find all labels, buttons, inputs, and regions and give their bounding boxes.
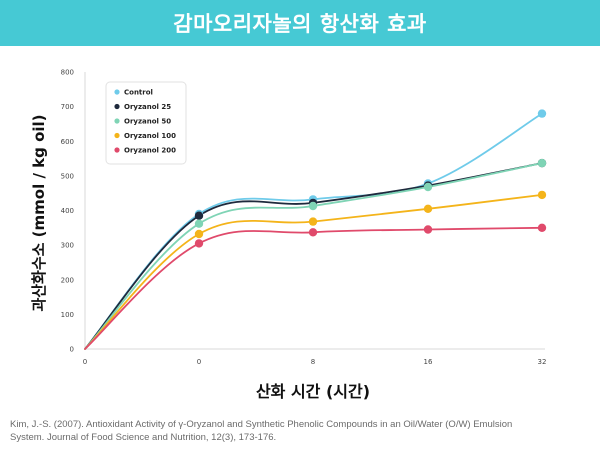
legend-label: Oryzanol 100: [124, 132, 176, 140]
legend-marker: [114, 89, 120, 95]
data-point: [423, 225, 433, 234]
y-axis-label: 과산화수소 (mmol / kg oil): [30, 114, 48, 311]
series-points: [194, 109, 547, 248]
series-line: [84, 162, 543, 350]
y-tick-label: 100: [61, 311, 74, 319]
legend-box: [105, 81, 187, 165]
series-line: [84, 162, 543, 350]
legend-label: Control: [124, 89, 153, 97]
data-point: [308, 217, 318, 226]
y-tick-label: 600: [61, 138, 74, 146]
legend-marker: [114, 103, 120, 110]
data-point: [537, 158, 547, 168]
legend-marker: [114, 132, 120, 139]
legend: Control Oryzanol 25 Oryzanol 50 Oryzanol 10…: [114, 89, 176, 155]
citation-line-2: System. Journal of Food Science and Nutr…: [10, 432, 277, 443]
citation-line-1: Kim, J.-S. (2007). Antioxidant Activity …: [10, 419, 513, 430]
legend-label: Oryzanol 50: [124, 118, 171, 126]
y-tick-label: 800: [61, 69, 74, 77]
y-tick-label: 0: [70, 346, 74, 354]
data-point: [308, 228, 318, 237]
x-tick-label: 32: [538, 358, 547, 366]
x-tick-label: 0: [83, 358, 87, 366]
x-tick-label: 16: [424, 358, 433, 366]
legend-label: Oryzanol 25: [124, 103, 171, 111]
series-lines: [84, 112, 543, 350]
y-tick-label: 200: [61, 276, 74, 284]
y-tick-label: 400: [61, 207, 74, 215]
data-point: [194, 229, 204, 239]
data-point: [194, 239, 204, 248]
legend-marker: [114, 118, 120, 124]
data-point: [537, 190, 547, 200]
page-title: 감마오리자놀의 항산화 효과: [173, 12, 427, 36]
plot-frame: [84, 72, 545, 350]
data-point: [194, 219, 204, 228]
citation: Kim, J.-S. (2007). Antioxidant Activity …: [10, 418, 590, 444]
y-tick-label: 500: [61, 172, 74, 180]
x-tick-label: 8: [311, 358, 315, 366]
series-line: [84, 226, 543, 350]
data-point: [194, 211, 204, 220]
legend-label: Oryzanol 200: [124, 147, 176, 155]
data-point: [423, 182, 433, 192]
x-axis-label: 산화 시간 (시간): [256, 382, 370, 401]
data-point: [308, 201, 318, 211]
legend-marker: [114, 147, 120, 153]
y-ticks: 0 100 200 300 400 500 600 700 800: [61, 69, 74, 354]
x-tick-label: 0: [197, 358, 201, 366]
data-point: [423, 204, 433, 213]
data-point: [537, 109, 547, 118]
x-ticks: 0 0 8 16 32: [83, 358, 547, 366]
series-line: [84, 194, 543, 350]
data-point: [537, 223, 547, 232]
title-banner: 감마오리자놀의 항산화 효과: [0, 0, 600, 46]
chart: 0 100 200 300 400 500 600 700 800 0 0 8 16 32 Contro…: [30, 69, 547, 402]
y-tick-label: 700: [61, 103, 74, 111]
y-tick-label: 300: [61, 242, 74, 250]
